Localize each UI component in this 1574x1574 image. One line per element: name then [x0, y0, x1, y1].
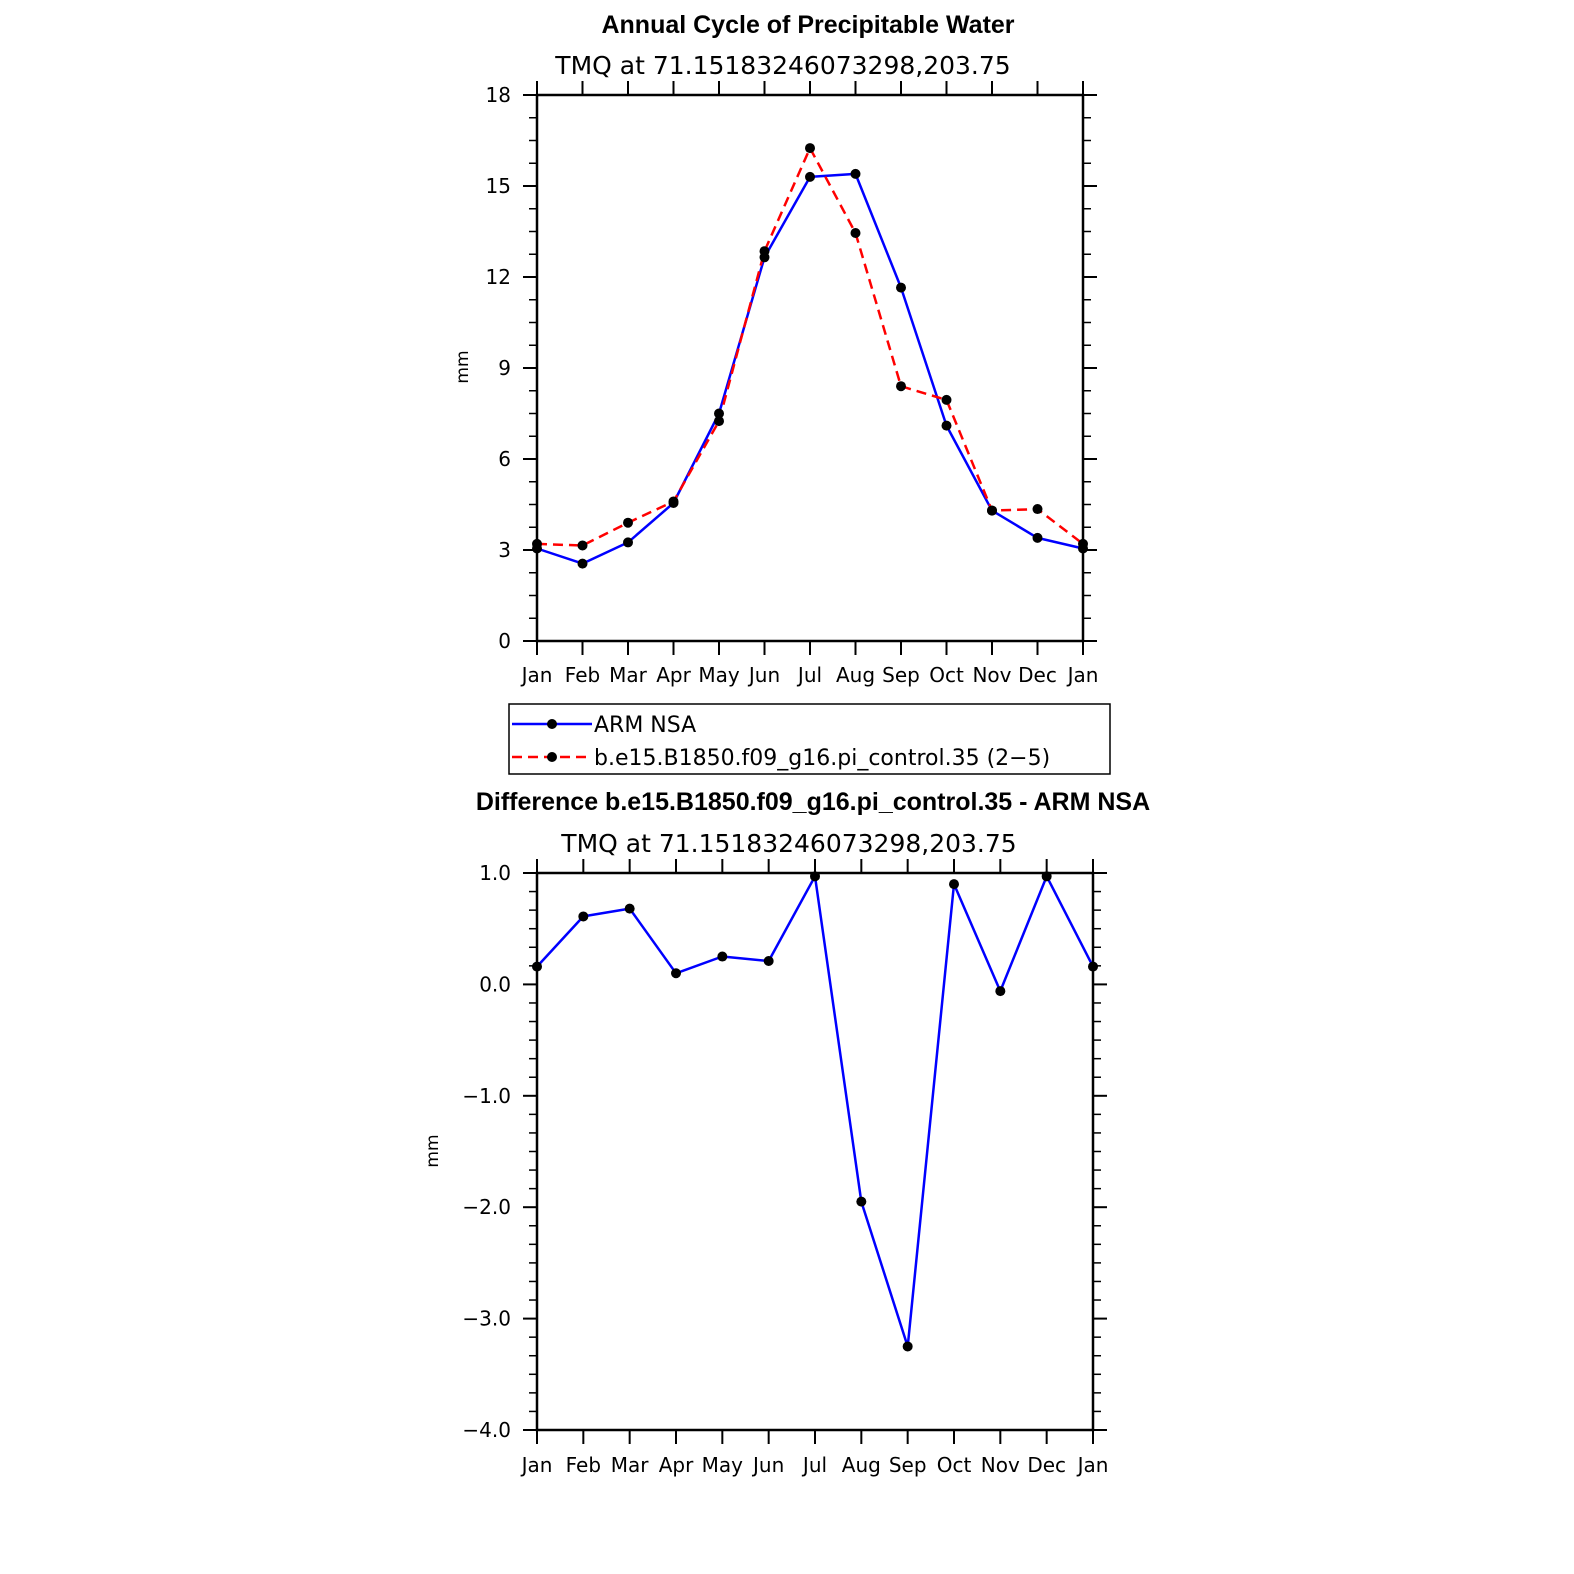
chart1-ytick-label: 3	[498, 538, 511, 562]
legend-marker-model	[547, 752, 557, 762]
chart1-series-2-point	[1032, 504, 1043, 515]
chart2-series-1-point	[717, 951, 728, 962]
chart2-xtick-label: Oct	[937, 1453, 972, 1477]
chart1-series-1-point	[850, 168, 861, 179]
chart2-subtitle: TMQ at 71.15183246073298,203.75	[560, 829, 1016, 858]
chart2-xtick-label: Feb	[566, 1453, 601, 1477]
chart2-xtick-label: Sep	[889, 1453, 927, 1477]
chart1-xtick-label: Jun	[747, 663, 780, 687]
chart1-ytick-label: 12	[486, 265, 511, 289]
chart2-series-1-point	[810, 871, 820, 882]
chart1-series-2-point	[850, 228, 861, 239]
chart1-subtitle: TMQ at 71.15183246073298,203.75	[554, 51, 1010, 80]
chart1-series-1-point	[577, 558, 588, 569]
chart1-series-line-2	[536, 146, 1084, 547]
chart2-series-line-1	[536, 875, 1095, 1348]
chart1-ylabel: mm	[453, 350, 473, 383]
chart1-xtick-label: Oct	[929, 663, 964, 687]
chart2-xtick-label: May	[702, 1453, 744, 1477]
chart1-ytick-label: 15	[486, 174, 511, 198]
legend-label-model: b.e15.B1850.f09_g16.pi_control.35 (2−5)	[594, 746, 1050, 771]
chart1-series-1-point	[714, 408, 724, 419]
legend-label-arm-nsa: ARM NSA	[594, 713, 696, 738]
chart1-xtick-label: Nov	[972, 663, 1011, 687]
chart2-frame	[535, 871, 1095, 1432]
chart1-ytick-label: 0	[498, 629, 511, 653]
chart1-series-2-point	[805, 143, 815, 154]
chart1-ytick-label: 9	[498, 356, 511, 380]
chart2-ytick-label: 1.0	[479, 861, 511, 885]
chart2-series-1-point	[532, 961, 542, 972]
chart2-xtick-label: Mar	[611, 1453, 650, 1477]
chart2-xtick-label: Jun	[751, 1453, 784, 1477]
chart2-xtick-label: Jul	[801, 1453, 827, 1477]
chart2-title: Difference b.e15.B1850.f09_g16.pi_contro…	[476, 788, 1150, 816]
chart2-ytick-label: −1.0	[462, 1084, 511, 1108]
chart1-series-2-point	[668, 496, 679, 507]
chart2-series-1-point	[763, 956, 774, 967]
chart2-plot: −4.0 −3.0 −2.0 −1.0 0.0 1.0 Jan Feb Mar Apr May Jun…	[462, 859, 1108, 1477]
chart1-series-2-point	[532, 538, 542, 549]
chart1-xtick-label: Jan	[520, 663, 553, 687]
chart2-series-1-point	[1088, 961, 1098, 972]
chart2-xtick-label: Apr	[659, 1453, 694, 1477]
chart1-series-1-point	[1032, 532, 1043, 543]
chart2-xtick-label: Aug	[842, 1453, 881, 1477]
chart1-series-2-point	[623, 517, 633, 528]
legend-frame	[508, 703, 1111, 775]
chart2-series-1-point	[995, 986, 1006, 997]
chart2-xtick-label: Jan	[520, 1453, 553, 1477]
chart1-xtick-label: May	[698, 663, 740, 687]
chart2-ytick-label: 0.0	[479, 972, 511, 996]
chart1-title: Annual Cycle of Precipitable Water	[601, 11, 1014, 39]
chart1-xtick-label: Jan	[1066, 663, 1099, 687]
chart1-series-2-point	[1078, 538, 1088, 549]
chart2-xtick-label: Nov	[981, 1453, 1020, 1477]
chart2-ytick-label: −4.0	[462, 1418, 511, 1442]
chart1-xtick-label: Sep	[882, 663, 920, 687]
chart1-series-2-point	[714, 416, 724, 427]
chart1-xtick-label: Mar	[609, 663, 648, 687]
chart2-xtick-label: Dec	[1027, 1453, 1066, 1477]
chart1-series-line-1	[536, 172, 1084, 565]
chart2-series-1-point	[624, 903, 635, 914]
chart2-ytick-label: −3.0	[462, 1307, 511, 1331]
chart1-series-2-point	[577, 540, 588, 551]
chart1-series-2-point	[987, 505, 997, 516]
chart2-series-1-point	[1041, 871, 1052, 882]
chart1-series-1-point	[805, 171, 815, 182]
chart1-xtick-label: Dec	[1018, 663, 1057, 687]
chart1-xtick-label: Aug	[836, 663, 875, 687]
chart1-legend: ARM NSA b.e15.B1850.f09_g16.pi_control.3…	[508, 703, 1111, 775]
chart2-series-1-point	[856, 1196, 867, 1207]
chart1-xtick-label: Feb	[565, 663, 600, 687]
chart1-series-1-point	[623, 537, 633, 548]
chart2-series-1-point	[902, 1341, 913, 1352]
legend-marker-arm-nsa	[547, 719, 557, 729]
chart1-series-1-point	[896, 282, 906, 293]
chart2-xtick-label: Jan	[1076, 1453, 1109, 1477]
chart2-series-1-point	[671, 968, 681, 979]
chart2-series-1-point	[578, 911, 589, 922]
chart2-series-1-point	[949, 879, 959, 890]
chart1-ytick-label: 6	[498, 447, 511, 471]
chart1-series-2-point	[759, 246, 770, 257]
chart1-series-2-point	[896, 381, 906, 392]
chart1-series-1-point	[941, 420, 952, 431]
chart2-ylabel: mm	[423, 1134, 443, 1167]
chart1-xtick-label: Apr	[656, 663, 691, 687]
chart1-ytick-label: 18	[486, 83, 511, 107]
chart1-plot: 0 3 6 9 12 15 18 Jan Feb Mar Apr May Jun Jul Aug Sep Oct…	[486, 81, 1099, 687]
chart1-xtick-label: Jul	[796, 663, 822, 687]
chart1-series-2-point	[941, 394, 952, 405]
chart2-ytick-label: −2.0	[462, 1195, 511, 1219]
